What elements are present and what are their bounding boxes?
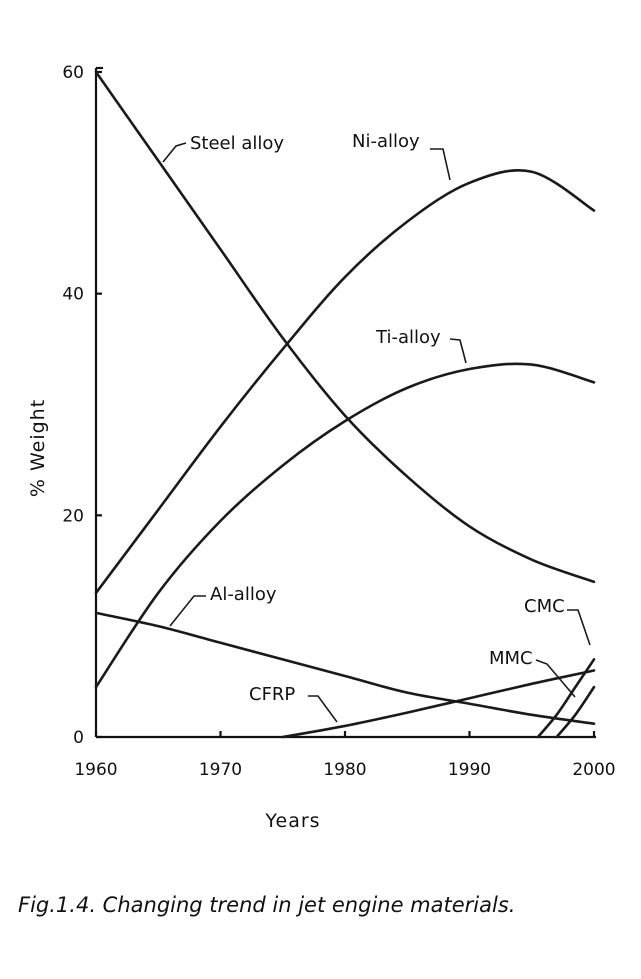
y-tick-label: 60 — [62, 63, 84, 83]
leader-line-ni-alloy — [430, 148, 451, 181]
leader-line-cfrp — [308, 695, 338, 723]
y-tick-label: 0 — [73, 728, 84, 748]
x-axis-title: Years — [264, 810, 320, 832]
series-line-al-alloy — [94, 611, 596, 725]
series-label-cfrp: CFRP — [249, 684, 295, 705]
figure-caption: Fig.1.4. Changing trend in jet engine ma… — [18, 893, 516, 917]
series-line-cmc — [536, 658, 596, 739]
series-leaders — [162, 142, 591, 723]
leader-line-ti-alloy — [449, 338, 467, 364]
series-label-ni-alloy: Ni-alloy — [352, 131, 420, 152]
leader-line-al-alloy — [169, 595, 206, 627]
y-tick-label: 40 — [62, 285, 84, 305]
series-labels: Steel alloy Ni-alloy Ti-alloy Al-alloy CFRP C… — [190, 131, 565, 705]
leader-line-mmc — [535, 659, 576, 698]
series-line-ti-alloy — [94, 362, 596, 689]
series-curves — [94, 70, 596, 739]
series-line-cfrp — [281, 669, 596, 739]
x-tick-label: 1980 — [323, 760, 366, 780]
tick-labels: 0 20 40 60 1960 1970 1980 1990 2000 — [62, 63, 615, 780]
x-tick-label: 1960 — [74, 760, 117, 780]
y-axis-title: % Weight — [27, 399, 49, 497]
series-line-steel-alloy — [94, 70, 596, 584]
x-tick-label: 1970 — [199, 760, 242, 780]
series-label-cmc: CMC — [524, 596, 565, 617]
series-label-al-alloy: Al-alloy — [210, 584, 277, 605]
series-label-mmc: MMC — [489, 648, 533, 669]
series-label-steel-alloy: Steel alloy — [190, 133, 284, 154]
series-line-ni-alloy — [94, 169, 596, 595]
series-line-mmc — [555, 685, 596, 739]
axes — [94, 66, 596, 739]
series-label-ti-alloy: Ti-alloy — [375, 327, 441, 348]
x-tick-label: 1990 — [448, 760, 491, 780]
leader-line-cmc — [567, 609, 591, 646]
x-tick-label: 2000 — [572, 760, 615, 780]
y-tick-label: 20 — [62, 506, 84, 526]
leader-line-steel-alloy — [162, 142, 187, 163]
